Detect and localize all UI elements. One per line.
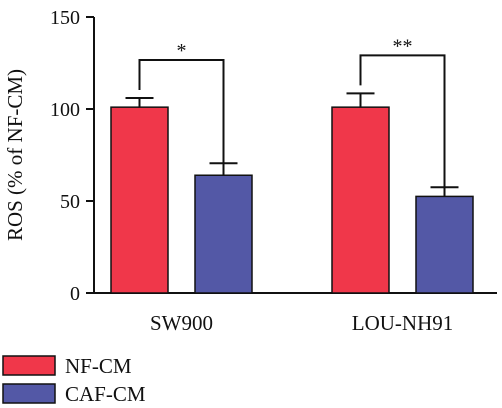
significance-label-2: ** bbox=[393, 35, 413, 57]
legend-swatch-NF-CM bbox=[2, 355, 56, 376]
y-axis-label: ROS (% of NF-CM) bbox=[3, 69, 27, 241]
bar-NF-CM-SW900 bbox=[110, 106, 169, 294]
legend-label-NF-CM: NF-CM bbox=[65, 354, 132, 378]
bar-CAF-CM-SW900 bbox=[194, 174, 253, 294]
legend-swatch-CAF-CM bbox=[2, 383, 56, 404]
y-tick-label-0: 0 bbox=[70, 283, 80, 305]
y-tick-label-100: 100 bbox=[50, 99, 80, 121]
legend: NF-CM CAF-CM bbox=[2, 354, 146, 406]
bar-NF-CM-LOU-NH91 bbox=[331, 106, 390, 294]
significance-label-1: * bbox=[177, 40, 187, 62]
significance-bracket-1 bbox=[138, 58, 225, 166]
significance-bracket-2 bbox=[359, 54, 446, 190]
bar-CAF-CM-LOU-NH91 bbox=[415, 195, 474, 294]
legend-label-CAF-CM: CAF-CM bbox=[65, 382, 146, 406]
y-tick-label-50: 50 bbox=[60, 191, 80, 213]
x-tick-label-LOU-NH91: LOU-NH91 bbox=[352, 311, 453, 335]
y-tick-label-150: 150 bbox=[50, 7, 80, 29]
x-tick-label-SW900: SW900 bbox=[150, 311, 213, 335]
